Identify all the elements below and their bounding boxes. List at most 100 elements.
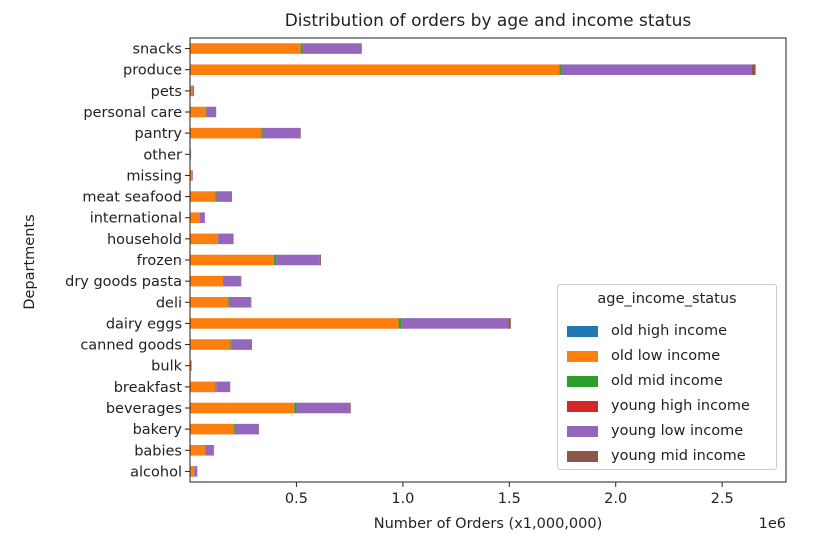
y-tick-label: alcohol — [130, 464, 182, 480]
bar-pantry-series-5 — [300, 127, 301, 139]
x-tick-label: 2.5 — [711, 491, 734, 507]
bar-household-series-2 — [217, 233, 219, 245]
y-axis-label: Departments — [22, 214, 38, 309]
bar-produce-series-1 — [190, 64, 560, 75]
legend-entry: old high income — [567, 321, 727, 341]
y-tick-label: bulk — [151, 359, 182, 375]
x-tick-label: 2.0 — [604, 491, 627, 507]
bar-deli-series-4 — [229, 297, 251, 308]
x-axis-offset-label: 1e6 — [759, 516, 786, 532]
y-axis-ticks: alcohol babies bakery beverages breakfast bul… — [65, 42, 190, 480]
legend-label: young high income — [611, 398, 750, 414]
bar-beverages-series-5 — [349, 402, 351, 414]
y-tick-label: pantry — [134, 126, 182, 142]
bar-produce-series-2 — [559, 64, 562, 75]
bars-layer — [190, 43, 756, 477]
bar-pantry-series-2 — [261, 127, 263, 139]
legend-swatch — [567, 425, 598, 437]
legend-label: old high income — [611, 323, 728, 339]
bar-dry-goods-pasta-series-1 — [190, 275, 223, 287]
x-axis-label: Number of Orders (x1,000,000) — [374, 516, 603, 532]
bar-beverages-series-1 — [190, 402, 295, 414]
legend-label: young mid income — [611, 448, 746, 464]
bar-dry-goods-pasta-series-2 — [222, 275, 224, 287]
bar-pantry-series-4 — [262, 127, 301, 139]
y-tick-label: babies — [134, 443, 182, 459]
bar-deli-series-2 — [228, 297, 230, 308]
bar-beverages-series-4 — [296, 402, 350, 414]
legend-entry: young low income — [567, 421, 743, 441]
bar-dairy-eggs-series-2 — [398, 318, 402, 329]
y-tick-label: bakery — [133, 422, 183, 438]
legend-swatch — [567, 400, 598, 412]
y-tick-label: meat seafood — [82, 190, 182, 206]
legend-entry: old mid income — [567, 371, 723, 391]
bar-alcohol-series-1 — [190, 466, 195, 477]
y-tick-label: frozen — [137, 253, 182, 269]
bar-breakfast-series-4 — [216, 381, 231, 393]
bar-pets-series-1 — [190, 85, 193, 97]
bar-produce-series-4 — [561, 64, 752, 75]
bar-produce-series-5 — [751, 64, 756, 75]
y-tick-label: canned goods — [80, 338, 182, 354]
y-tick-label: snacks — [132, 42, 182, 58]
y-tick-label: deli — [156, 295, 182, 311]
bar-missing-series-4 — [191, 170, 193, 181]
bar-deli-series-1 — [190, 297, 229, 308]
bar-babies-series-4 — [205, 445, 214, 456]
legend-label: old low income — [611, 348, 721, 364]
bar-frozen-series-4 — [276, 254, 320, 266]
y-tick-label: pets — [151, 84, 182, 100]
legend-swatch — [567, 325, 598, 337]
legend-swatch — [567, 350, 598, 362]
bar-frozen-series-2 — [274, 254, 277, 266]
bar-canned-goods-series-1 — [190, 339, 231, 350]
bar-bakery-series-5 — [258, 423, 259, 435]
legend-swatch — [567, 375, 598, 387]
x-tick-label: 1.0 — [391, 491, 414, 507]
bar-dairy-eggs-series-1 — [190, 318, 399, 329]
y-tick-label: dry goods pasta — [65, 274, 182, 290]
bar-babies-series-1 — [190, 445, 205, 456]
legend-entry: young high income — [567, 396, 750, 416]
bar-breakfast-series-1 — [190, 381, 216, 393]
bar-bakery-series-1 — [190, 423, 234, 435]
legend-entry: young mid income — [567, 446, 746, 466]
bar-breakfast-series-2 — [215, 381, 217, 393]
y-tick-label: missing — [126, 168, 182, 184]
bar-household-series-4 — [218, 233, 234, 245]
bar-bulk-series-4 — [191, 360, 192, 371]
bar-international-series-1 — [190, 212, 200, 223]
legend-label: old mid income — [611, 373, 723, 389]
bar-bakery-series-4 — [234, 423, 259, 435]
legend-entry: old low income — [567, 346, 720, 366]
legend-label: young low income — [611, 423, 744, 439]
bar-pets-series-4 — [192, 85, 195, 97]
x-tick-label: 0.5 — [285, 491, 308, 507]
bar-bakery-series-2 — [233, 423, 235, 435]
bar-snacks-series-5 — [361, 43, 362, 54]
bar-international-series-4 — [199, 212, 205, 223]
bar-frozen-series-5 — [319, 254, 321, 266]
bar-meat-seafood-series-1 — [190, 191, 216, 202]
bar-snacks-series-1 — [190, 43, 301, 54]
y-tick-label: dairy eggs — [106, 316, 182, 332]
y-tick-label: breakfast — [114, 380, 183, 396]
bar-bulk-series-1 — [190, 360, 192, 371]
plot-frame — [189, 37, 787, 483]
bar-frozen-series-1 — [190, 254, 275, 266]
bar-meat-seafood-series-2 — [215, 191, 217, 202]
bar-snacks-series-2 — [300, 43, 303, 54]
bar-dry-goods-pasta-series-4 — [223, 275, 241, 287]
y-tick-label: household — [107, 232, 182, 248]
bar-meat-seafood-series-4 — [216, 191, 232, 202]
bar-beverages-series-2 — [294, 402, 297, 414]
bar-canned-goods-series-4 — [231, 339, 252, 350]
legend-title: age_income_status — [597, 291, 737, 307]
bar-personal-care-series-1 — [190, 106, 206, 118]
x-tick-label: 1.5 — [498, 491, 521, 507]
chart-title: Distribution of orders by age and income… — [285, 11, 692, 31]
bar-personal-care-series-4 — [206, 106, 216, 118]
bar-alcohol-series-4 — [194, 466, 198, 477]
